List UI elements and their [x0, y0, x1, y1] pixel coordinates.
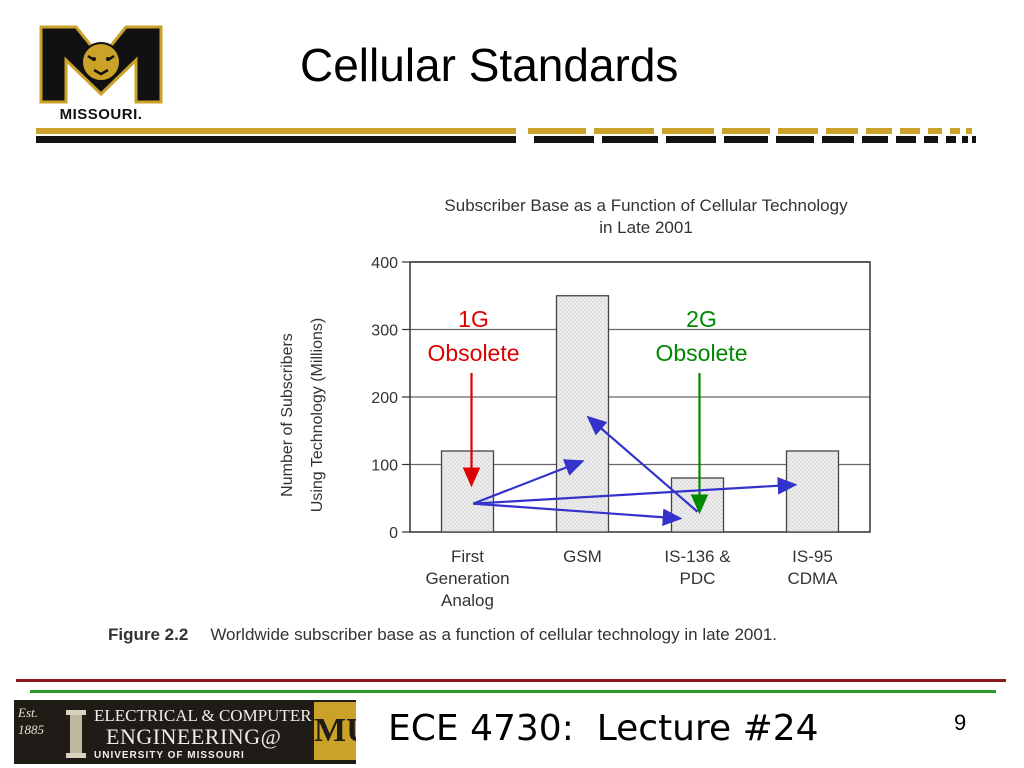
annotation-label: 2G: [686, 306, 717, 332]
y-axis-label: Number of Subscribers Using Technology (…: [279, 318, 326, 512]
y-tick-label: 200: [371, 390, 398, 407]
missouri-m-icon: [39, 25, 163, 104]
page-number: 9: [954, 710, 967, 735]
annotation-label: Obsolete: [655, 340, 747, 366]
x-tick-label: GSM: [563, 547, 602, 566]
figure-label: Figure 2.2: [108, 625, 189, 644]
x-tick-label: IS-136 &: [664, 547, 731, 566]
y-axis-ticks: 0 100 200 300 400: [371, 255, 410, 542]
footer-logo-line-2: ENGINEERING@: [106, 724, 282, 749]
est-year: 1885: [18, 722, 44, 737]
y-axis-label-line-2: Using Technology (Millions): [309, 318, 326, 512]
est-label: Est.: [18, 705, 38, 720]
x-tick-label: Generation: [425, 569, 509, 588]
chart-title-line-2: in Late 2001: [599, 218, 693, 237]
x-tick-label: IS-95: [792, 547, 833, 566]
annotation-label: 1G: [458, 306, 489, 332]
bar: [440, 450, 495, 533]
course-footer: ECE 4730: Lecture #24: [388, 708, 819, 749]
ece-department-logo: Est. 1885 ELECTRICAL & COMPUTER ENGINEER…: [14, 700, 356, 764]
x-tick-label: Analog: [441, 591, 494, 610]
top-divider: [36, 128, 976, 143]
migration-arrows: [472, 415, 798, 527]
missouri-logo: MISSOURI.: [36, 22, 166, 123]
figure-caption-text: Worldwide subscriber base as a function …: [210, 625, 777, 644]
established-text: Est. 1885: [18, 704, 58, 738]
y-tick-label: 100: [371, 458, 398, 475]
subscriber-bar-chart: Subscriber Base as a Function of Cellula…: [279, 196, 871, 610]
chart-title-line-1: Subscriber Base as a Function of Cellula…: [444, 196, 848, 215]
slide-title: Cellular Standards: [300, 39, 679, 91]
figure-caption: Figure 2.2 Worldwide subscriber base as a…: [108, 625, 988, 645]
migration-arrow: [472, 459, 585, 505]
logo-text: MISSOURI.: [59, 106, 143, 123]
x-axis-labels: First Generation Analog GSM IS-136 & PDC IS-95…: [425, 547, 838, 610]
bar: [785, 450, 840, 533]
x-tick-label: First: [451, 547, 484, 566]
bar: [670, 477, 725, 533]
migration-arrow: [586, 415, 699, 513]
x-tick-label: CDMA: [787, 569, 838, 588]
bars: [440, 295, 840, 533]
mu-mark: MU: [314, 702, 356, 760]
migration-arrow: [473, 476, 798, 505]
annotations: 1G Obsolete 2G Obsolete: [427, 306, 748, 515]
footer-logo-line-1: ELECTRICAL & COMPUTER: [94, 706, 312, 725]
y-tick-label: 300: [371, 323, 398, 340]
y-tick-label: 0: [389, 525, 398, 542]
footer-logo-line-3: UNIVERSITY OF MISSOURI: [94, 750, 245, 761]
column-icon: [66, 710, 86, 758]
x-tick-label: PDC: [680, 569, 716, 588]
bottom-divider: [16, 679, 1006, 693]
y-tick-label: 400: [371, 255, 398, 272]
annotation-label: Obsolete: [427, 340, 519, 366]
migration-arrow: [473, 502, 683, 527]
bar: [555, 295, 610, 533]
y-axis-label-line-1: Number of Subscribers: [279, 333, 296, 497]
